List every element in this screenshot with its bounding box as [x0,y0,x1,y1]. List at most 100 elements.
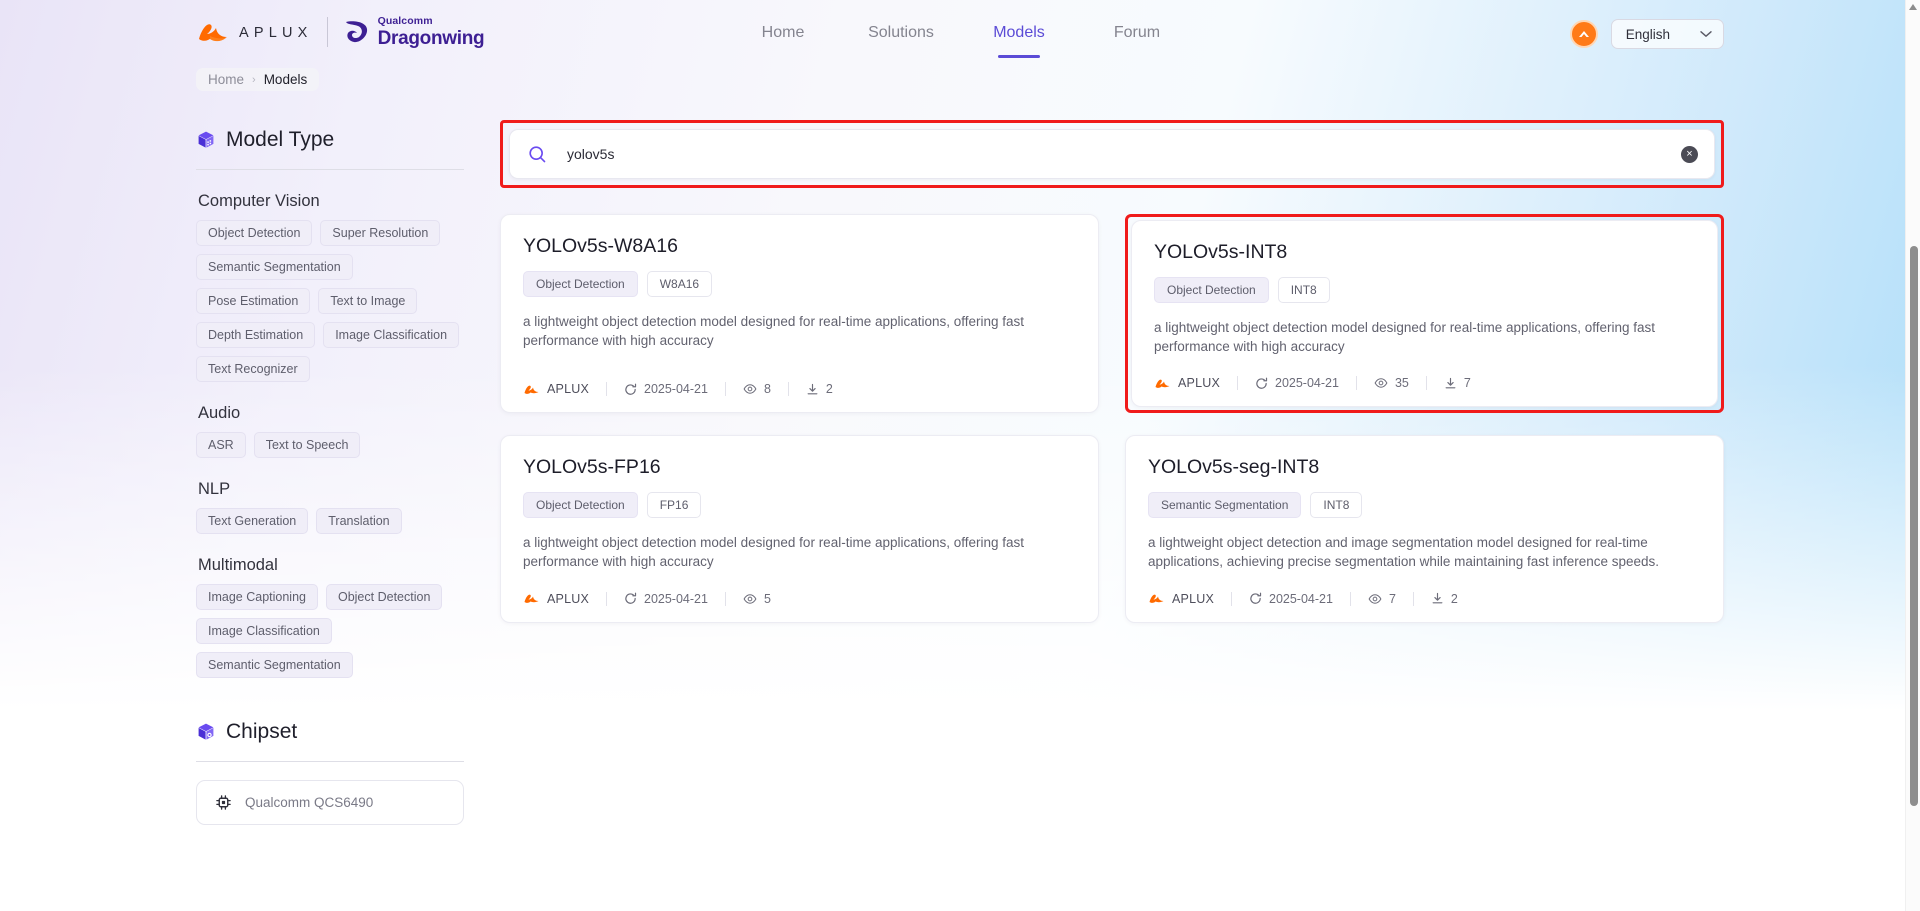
scrollbar-thumb[interactable] [1909,246,1918,806]
model-card-vendor: APLUX [523,592,589,606]
downloads-count: 7 [1463,376,1471,391]
model-card-views: 5 [743,592,771,606]
group-label-audio: Audio [198,404,241,422]
model-card-yolov5s-w8a16[interactable]: YOLOv5s-W8A16 Object Detection W8A16 a l… [500,214,1099,414]
model-card-footer: APLUX 2025-04-21 [523,591,1076,606]
model-card-date: 2025-04-21 [1249,592,1333,606]
aplux-mark-icon [524,594,539,604]
model-card-vendor: APLUX [1148,592,1214,606]
dragonwing-label: Dragonwing [377,27,485,49]
model-card-yolov5s-seg-int8[interactable]: YOLOv5s-seg-INT8 Semantic Segmentation I… [1125,435,1724,623]
cube-icon [198,723,214,740]
eye-icon [1368,593,1382,604]
search-bar[interactable]: × [509,129,1715,179]
filters-sidebar: Model Type Computer Vision Object Detect… [196,128,464,825]
language-selector[interactable]: English [1610,19,1724,49]
nav-item-solutions[interactable]: Solutions [842,0,960,65]
chipset-item-qcs6490[interactable]: Qualcomm QCS6490 [196,780,464,825]
aplux-logo[interactable]: APLUX [196,19,313,45]
model-card-slot: YOLOv5s-W8A16 Object Detection W8A16 a l… [500,214,1099,414]
filter-tag[interactable]: Image Classification [323,322,460,348]
vendor-label: APLUX [547,382,589,397]
model-type-divider [196,169,464,170]
refresh-icon [1256,377,1268,389]
date-label: 2025-04-21 [1269,591,1333,606]
filter-tag[interactable]: Image Classification [196,618,332,644]
model-card-downloads: 7 [1444,376,1471,390]
date-label: 2025-04-21 [644,591,708,606]
model-card-views: 35 [1374,376,1409,390]
models-main: × YOLOv5s-W8A16 Object Detection W8A16 a… [500,120,1724,623]
downloads-count: 2 [825,382,833,397]
model-card-tag[interactable]: Object Detection [523,271,638,297]
model-card-description: a lightweight object detection and image… [1148,535,1660,570]
brand-divider [326,16,328,47]
chipset-section: Chipset Qualcomm QCS6490 [196,720,464,825]
views-count: 8 [763,382,771,397]
page-scrollbar[interactable] [1905,0,1920,911]
nav-item-models[interactable]: Models [960,0,1078,65]
close-circle-icon: × [1686,147,1693,160]
model-card-title: YOLOv5s-INT8 [1154,241,1288,263]
eye-icon [1374,378,1388,389]
qualcomm-dragonwing-logo[interactable]: Qualcomm Dragonwing [342,16,485,48]
footer-divider [1425,376,1427,391]
user-avatar[interactable] [1569,20,1598,48]
filter-tag[interactable]: Semantic Segmentation [196,254,353,280]
model-card-footer: APLUX 2025-04-21 [523,382,1076,397]
filter-tag[interactable]: Text Recognizer [196,356,310,382]
nav-item-label: Solutions [868,23,934,41]
filter-tag[interactable]: Super Resolution [320,220,441,246]
model-card-tag[interactable]: Object Detection [1154,277,1269,303]
cube-icon [198,131,214,148]
tag-group-computer-vision: Object Detection Super Resolution Semant… [196,220,464,382]
search-input[interactable] [567,146,1681,162]
model-card-tag[interactable]: Object Detection [523,492,638,519]
eye-icon [743,384,757,395]
footer-divider [606,382,607,397]
model-card-description: a lightweight object detection model des… [523,535,1025,570]
chipset-item-label: Qualcomm QCS6490 [245,795,374,810]
nav-item-home[interactable]: Home [724,0,842,65]
filter-tag[interactable]: Text to Speech [253,432,361,458]
model-card-tags: Semantic Segmentation INT8 [1148,492,1701,519]
nav-item-label: Models [993,23,1045,41]
model-card-tag[interactable]: FP16 [646,492,702,519]
model-type-title: Model Type [226,128,335,151]
filter-tag[interactable]: Text Generation [196,508,309,534]
main-navigation: Home Solutions Models Forum [0,0,1920,65]
model-card-tag[interactable]: INT8 [1310,492,1363,519]
footer-divider [1355,376,1357,391]
filter-tag[interactable]: ASR [196,432,246,458]
views-count: 35 [1394,376,1409,391]
footer-divider [724,591,726,606]
filter-tag[interactable]: Object Detection [325,584,443,610]
nav-item-forum[interactable]: Forum [1078,0,1196,65]
refresh-icon [1250,592,1262,604]
filter-tag[interactable]: Depth Estimation [196,322,316,348]
model-card-tag[interactable]: Semantic Segmentation [1148,492,1302,519]
qualcomm-text: Qualcomm Dragonwing [378,16,485,48]
scroll-up-arrow-icon[interactable] [1909,4,1917,10]
filter-tag[interactable]: Object Detection [196,220,313,246]
filter-tag[interactable]: Pose Estimation [196,288,311,314]
model-type-heading: Model Type [196,128,464,152]
downloads-count: 2 [1450,591,1458,606]
model-card-yolov5s-int8[interactable]: YOLOv5s-INT8 Object Detection INT8 a lig… [1131,220,1718,408]
search-clear-button[interactable]: × [1681,145,1698,163]
footer-divider [1412,591,1414,606]
breadcrumb-home[interactable]: Home [208,72,245,87]
vendor-label: APLUX [1178,376,1220,391]
model-card-slot-highlighted: YOLOv5s-INT8 Object Detection INT8 a lig… [1125,214,1724,414]
filter-tag[interactable]: Translation [316,508,402,534]
model-card-tag[interactable]: INT8 [1277,277,1330,303]
download-icon [1445,377,1456,389]
filter-tag[interactable]: Text to Image [318,288,418,314]
eye-icon [743,593,757,604]
model-card-vendor: APLUX [1154,376,1220,390]
filter-tag[interactable]: Image Captioning [196,584,318,610]
model-card-yolov5s-fp16[interactable]: YOLOv5s-FP16 Object Detection FP16 a lig… [500,435,1099,623]
model-card-tag[interactable]: W8A16 [646,271,713,297]
filter-tag[interactable]: Semantic Segmentation [196,652,353,678]
